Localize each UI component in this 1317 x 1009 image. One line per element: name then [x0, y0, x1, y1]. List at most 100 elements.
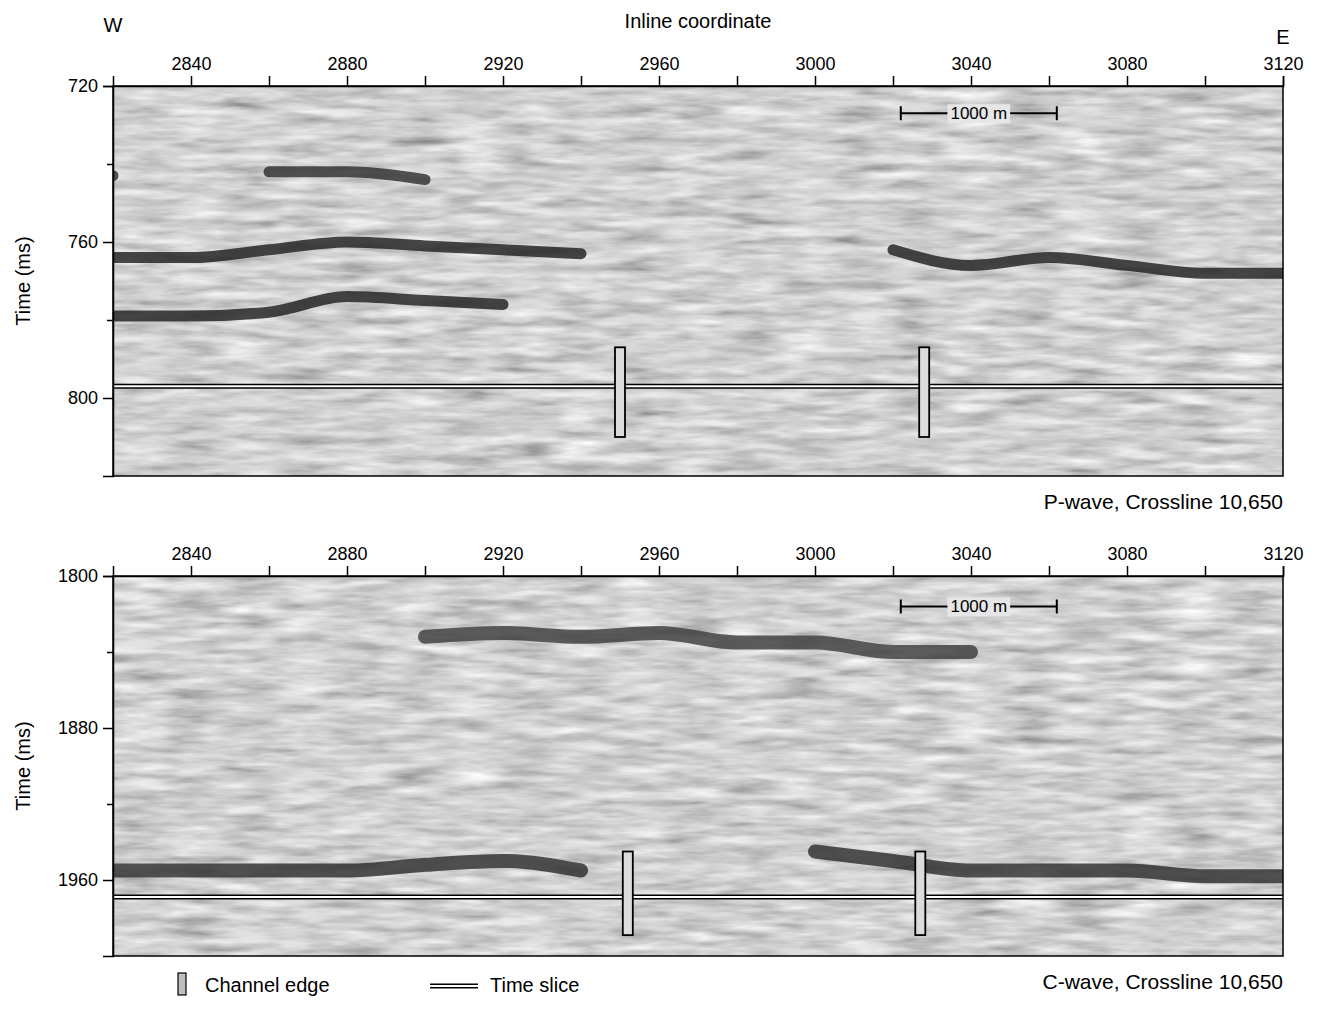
x-minor-tick [893, 76, 894, 86]
tick-mark [815, 566, 817, 576]
x-tick: 2960 [639, 54, 679, 86]
tick-label: 2840 [171, 54, 211, 74]
x-minor-tick [1205, 76, 1206, 86]
y-tick: 1800 [58, 566, 113, 586]
legend: Channel edgeTime slice [178, 973, 579, 996]
tick-label: 3080 [1107, 544, 1147, 564]
tick-mark [103, 86, 113, 88]
legend-symbol [430, 985, 478, 987]
x-tick: 3040 [951, 54, 991, 86]
tick-label: 1800 [58, 566, 98, 586]
tick-mark [503, 76, 505, 86]
tick-mark [107, 652, 113, 654]
x-tick: 2920 [483, 54, 523, 86]
reflector [113, 852, 1283, 877]
time-slice [113, 895, 1283, 900]
tick-mark [581, 566, 583, 576]
tick-mark [893, 566, 895, 576]
plot-frame [113, 86, 1283, 476]
tick-label: 720 [68, 76, 98, 96]
tick-mark [971, 76, 973, 86]
tick-mark [737, 566, 739, 576]
tick-label: 2960 [639, 544, 679, 564]
label-patch [947, 597, 1010, 616]
tick-mark [1049, 566, 1051, 576]
tick-mark [107, 320, 113, 322]
x-tick: 2920 [483, 544, 523, 576]
x-minor-axis [270, 566, 1206, 576]
axis-line [103, 577, 114, 957]
reflector [425, 633, 971, 652]
tick-mark [503, 566, 505, 576]
tick-mark [659, 566, 661, 576]
tick-label: 3120 [1263, 544, 1303, 564]
x-minor-tick [581, 76, 582, 86]
tick-label: 3000 [795, 544, 835, 564]
tick-mark [971, 566, 973, 576]
plot-area [113, 576, 1283, 956]
tick-mark [103, 242, 113, 244]
y-minor-tick [107, 164, 113, 165]
tick-mark [815, 76, 817, 86]
channel-edge [919, 347, 929, 437]
x-tick: 3120 [1263, 544, 1303, 576]
tick-label: 3040 [951, 544, 991, 564]
tick-mark [659, 76, 661, 86]
tick-label: 2880 [327, 544, 367, 564]
y-tick: 1880 [58, 718, 113, 738]
tick-mark [1127, 76, 1129, 86]
figure: 1000 m 2840 2880 2920 2960 3000 3040 3080 3120 72… [0, 0, 1317, 1009]
tick-label: 3120 [1263, 54, 1303, 74]
legend-symbol [178, 973, 186, 995]
x-minor-tick [425, 566, 426, 576]
x-tick: 2840 [171, 544, 211, 576]
tick-mark [1205, 566, 1207, 576]
tick-label: 1880 [58, 718, 98, 738]
tick-mark [893, 76, 895, 86]
tick-label: 760 [68, 232, 98, 252]
tick-mark [107, 804, 113, 806]
direction-label: W [104, 14, 123, 36]
x-tick: 3080 [1107, 54, 1147, 86]
tick-label: 2920 [483, 544, 523, 564]
tick-label: 800 [68, 388, 98, 408]
y-axis: 720 760 800 [68, 76, 114, 476]
tick-label: 3000 [795, 54, 835, 74]
plot-frame [113, 576, 1283, 956]
tick-label: 2880 [327, 54, 367, 74]
tick-mark [1049, 76, 1051, 86]
tick-mark [191, 76, 193, 86]
axis-line [103, 87, 114, 477]
channel-edge [915, 852, 925, 936]
label-patch [947, 104, 1010, 123]
x-axis-title: Inline coordinate [625, 10, 772, 32]
y-minor-axis [107, 165, 113, 321]
x-minor-tick [1205, 566, 1206, 576]
tick-mark [269, 76, 271, 86]
tick-mark [581, 76, 583, 86]
reflector [113, 297, 503, 317]
scale-bar-label: 1000 m [950, 597, 1007, 616]
tick-label: 1960 [58, 870, 98, 890]
tick-label: 3040 [951, 54, 991, 74]
time-slice [113, 385, 1283, 387]
x-minor-tick [425, 76, 426, 86]
y-minor-tick [107, 652, 113, 653]
tick-mark [425, 566, 427, 576]
channel-edge [623, 852, 633, 936]
y-axis: 1800 1880 1960 [58, 566, 114, 956]
tick-mark [737, 76, 739, 86]
x-minor-tick [737, 566, 738, 576]
tick-mark [1127, 566, 1129, 576]
x-tick: 3000 [795, 544, 835, 576]
time-slice [113, 896, 1283, 898]
tick-label: 2920 [483, 54, 523, 74]
seismic-texture [113, 86, 1283, 476]
tick-mark [425, 76, 427, 86]
x-axis: 2840 2880 2920 2960 3000 3040 3080 3120 [114, 544, 1304, 577]
tick-mark [103, 728, 113, 730]
reflector [113, 242, 1283, 273]
reflector [113, 172, 425, 180]
tick-mark [347, 76, 349, 86]
x-minor-axis [270, 76, 1206, 86]
